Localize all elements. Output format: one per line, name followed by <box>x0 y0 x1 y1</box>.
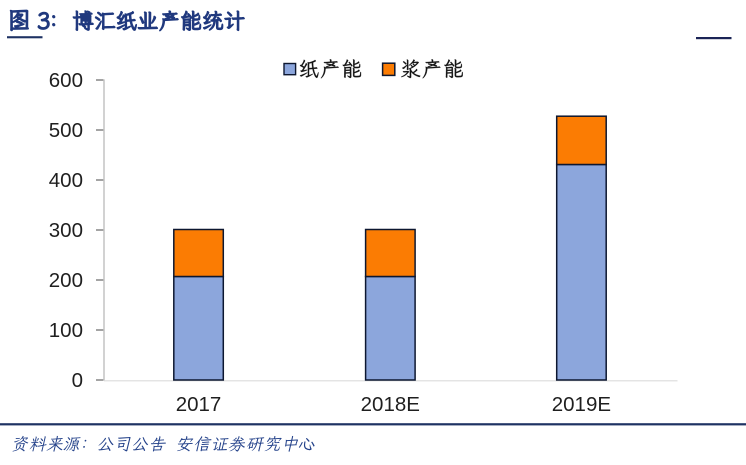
svg-text:200: 200 <box>49 269 83 292</box>
svg-text:2018E: 2018E <box>361 393 420 416</box>
svg-text:2019E: 2019E <box>552 393 611 416</box>
svg-text:2017: 2017 <box>176 393 222 416</box>
svg-text:300: 300 <box>49 219 83 242</box>
svg-text:100: 100 <box>49 319 83 342</box>
svg-text:600: 600 <box>49 69 83 92</box>
svg-text:0: 0 <box>72 369 83 392</box>
svg-text:500: 500 <box>49 119 83 142</box>
svg-text:400: 400 <box>49 169 83 192</box>
